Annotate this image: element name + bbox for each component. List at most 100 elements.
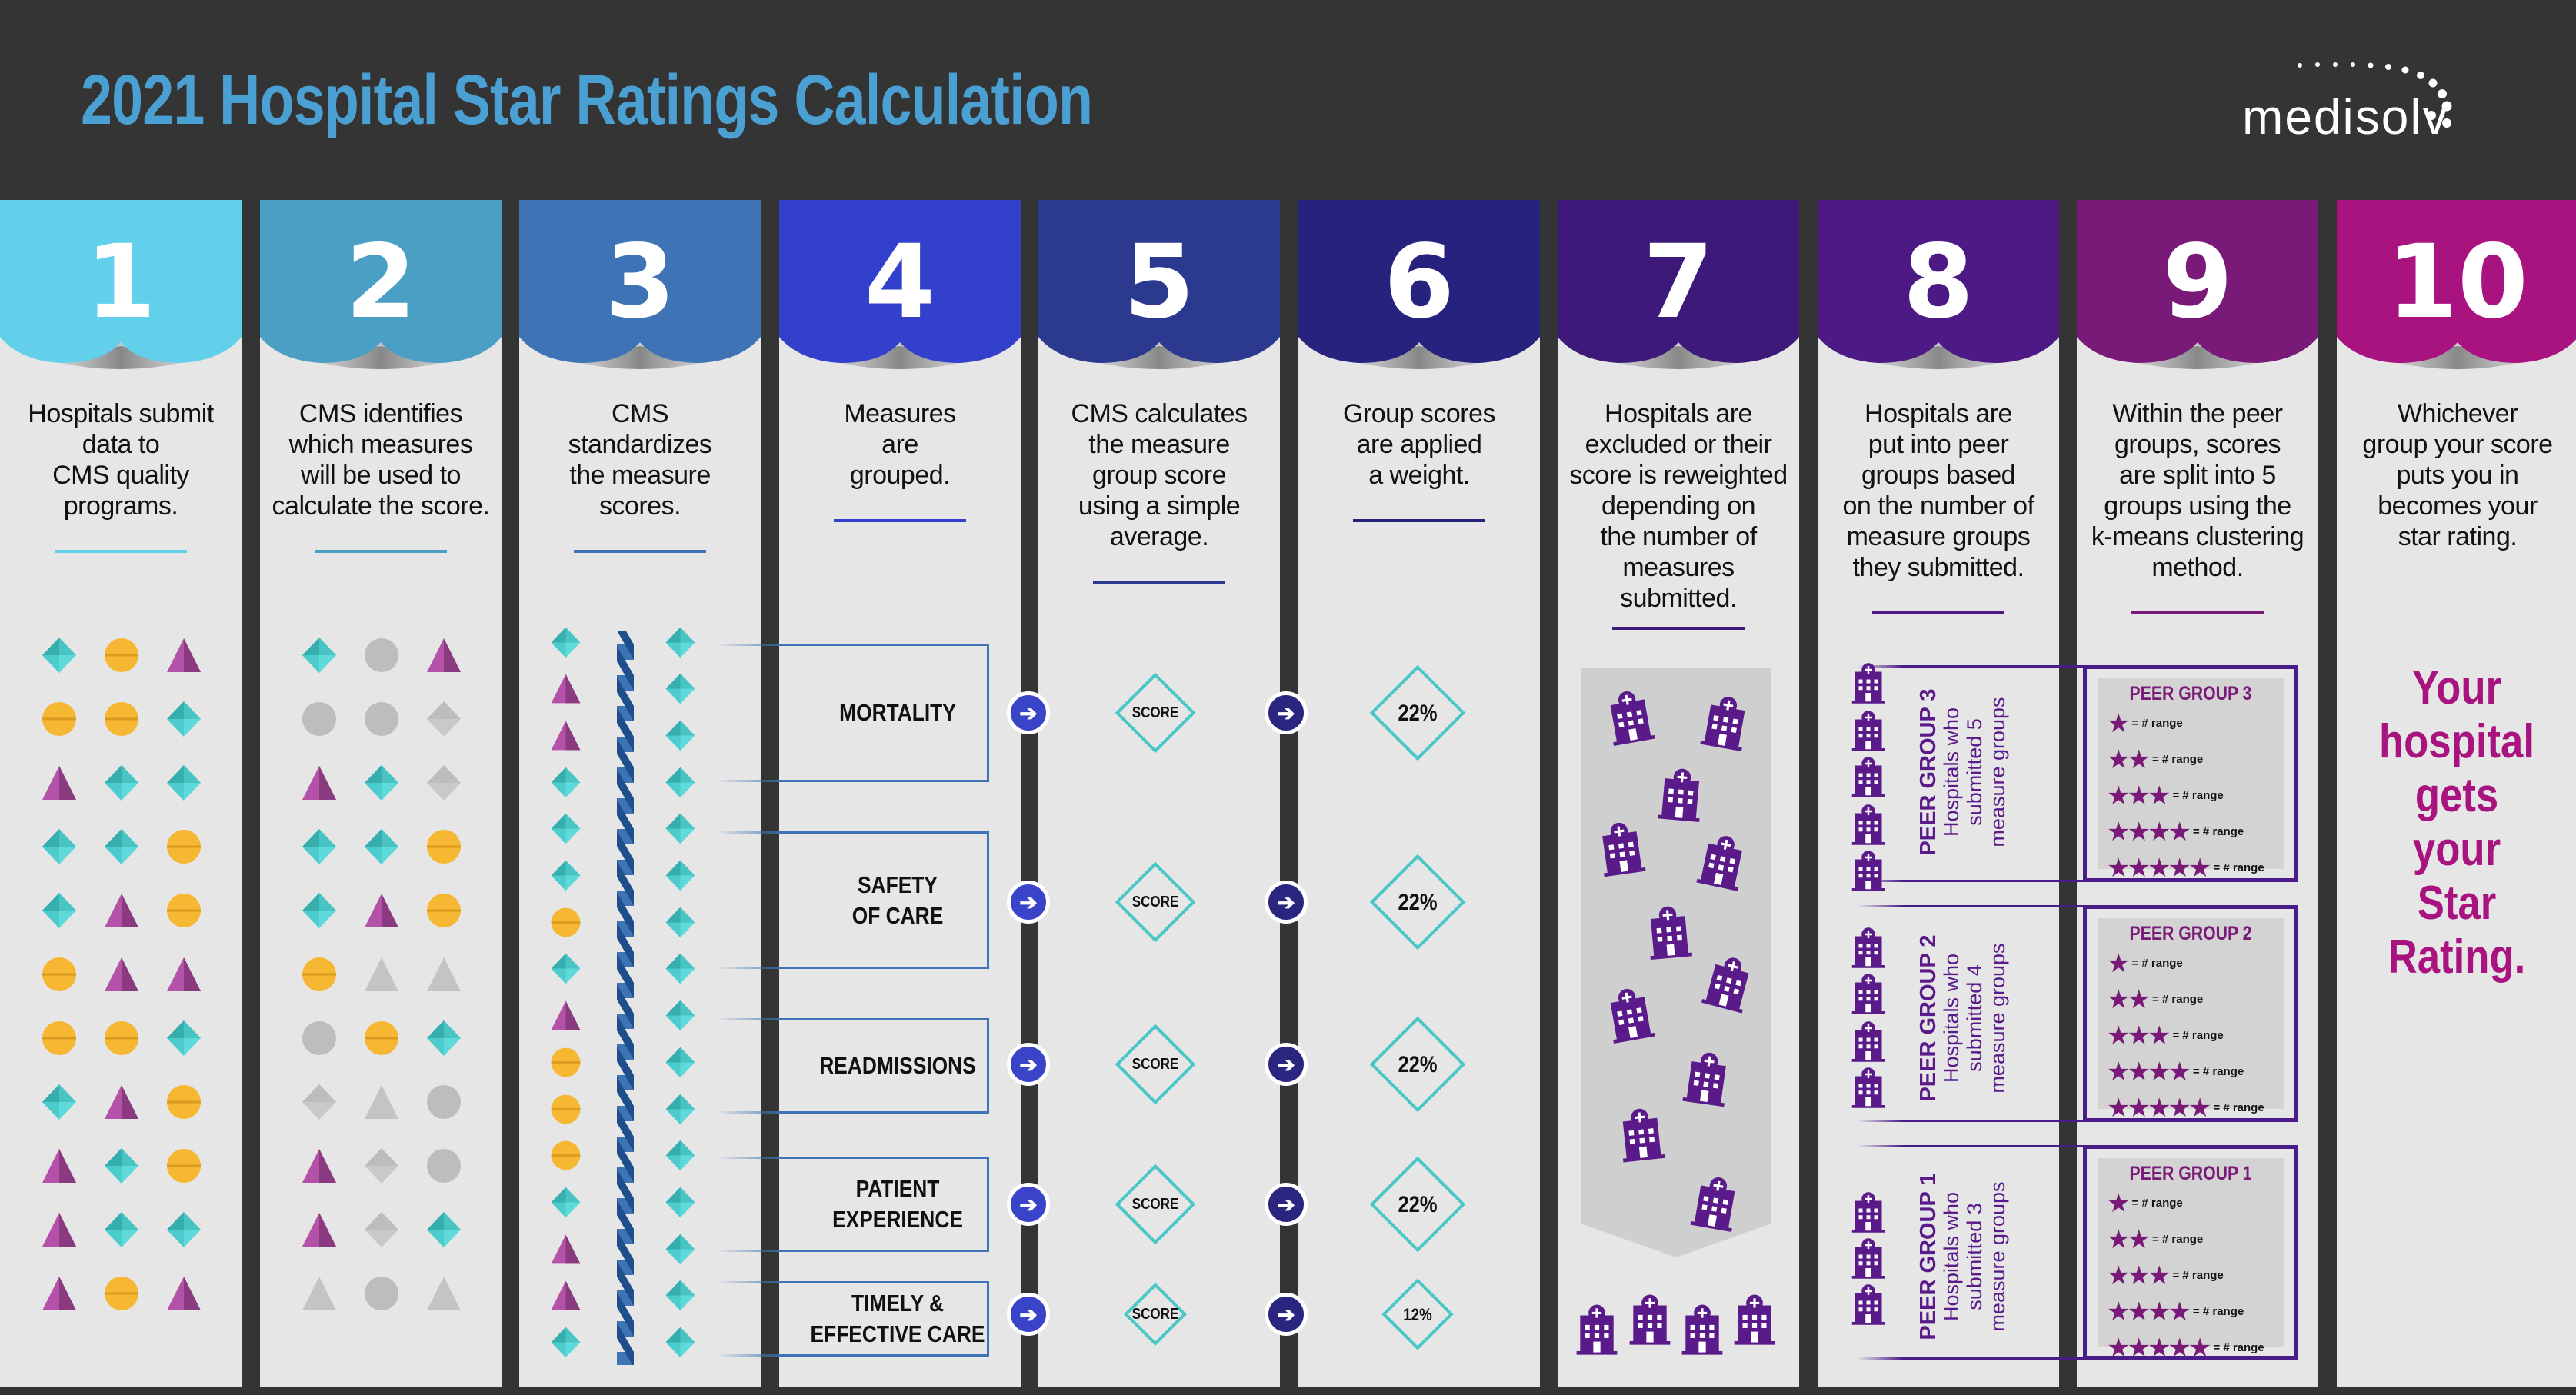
star-range-label: = # range	[2172, 1269, 2224, 1282]
star-range-label: = # range	[2151, 753, 2204, 766]
diamond-shape-icon	[665, 1047, 695, 1078]
step-banner	[0, 200, 242, 419]
arrow-right-icon: ➔	[1265, 1293, 1308, 1336]
diamond-shape-icon	[302, 829, 336, 864]
star-icons: ★★★★★	[2107, 1333, 2211, 1363]
arrow-right-icon: ➔	[1007, 1293, 1050, 1336]
diamond-shape-icon	[365, 1148, 398, 1184]
triangle-shape-icon	[42, 1149, 76, 1183]
step-underline	[1872, 611, 2004, 614]
diamond-shape-icon	[665, 1234, 695, 1264]
star-icons: ★★★	[2107, 1260, 2171, 1290]
hospital-icon	[1650, 906, 1693, 961]
triangle-shape-icon	[365, 957, 398, 991]
diamond-shape-icon	[665, 814, 695, 844]
diamond-shape-icon	[427, 701, 461, 737]
hospital-icon	[1851, 804, 1885, 845]
diamond-shape-icon	[665, 860, 695, 891]
star-rating-row: ★★ = # range	[2107, 741, 2284, 777]
star-range-label: = # range	[2192, 1305, 2244, 1318]
diamond-shape-icon	[665, 673, 695, 704]
step-description: Hospitals submit data to CMS quality pro…	[28, 399, 214, 521]
circle-shape-icon	[551, 1094, 580, 1124]
measure-group-label: SAFETY OF CARE	[851, 871, 944, 929]
step-banner	[1038, 200, 1280, 419]
step-column-4: 4 Measures are grouped.	[779, 200, 1021, 1387]
arrow-right-icon: ➔	[1007, 881, 1050, 924]
peer-group-caption-line: submitted 3	[1963, 1203, 1986, 1310]
star-rating-row: ★★★ = # range	[2107, 1017, 2284, 1054]
step-description: Whichever group your score puts you in b…	[2362, 399, 2553, 551]
diamond-shape-icon	[551, 767, 580, 797]
hospital-icon	[1851, 663, 1885, 704]
step-underline	[1093, 581, 1225, 584]
diamond-shape-icon	[105, 1148, 138, 1184]
measure-group-box	[778, 1157, 989, 1252]
score-label: SCORE	[1131, 1196, 1179, 1213]
diamond-shape-icon	[42, 893, 76, 928]
hospital-icon	[1629, 1294, 1670, 1345]
measure-group-label: TIMELY & EFFECTIVE CARE	[810, 1290, 985, 1347]
medisolv-logo: medisolv	[2242, 89, 2449, 145]
circle-shape-icon	[302, 957, 336, 991]
step-underline	[574, 550, 706, 553]
triangle-shape-icon	[302, 766, 336, 800]
arrow-right-icon: ➔	[1007, 691, 1050, 734]
step-underline	[2131, 611, 2264, 614]
diamond-shape-icon	[551, 954, 580, 984]
diamond-shape-icon	[42, 829, 76, 864]
circle-shape-icon	[427, 894, 461, 927]
hospital-icon	[1658, 768, 1700, 822]
peer-group-caption-line: submitted 5	[1963, 718, 1986, 826]
circle-shape-icon	[302, 1021, 336, 1055]
circle-shape-icon	[167, 830, 201, 864]
peer-group-caption-line: Hospitals who	[1940, 1191, 1963, 1322]
step-description: Group scores are applied a weight.	[1342, 399, 1496, 490]
star-icons: ★★★★	[2107, 1297, 2191, 1327]
peer-group-caption-line: Hospitals who	[1940, 953, 1963, 1084]
hospital-icon	[1602, 822, 1646, 877]
measure-group-label: PATIENT EXPERIENCE	[832, 1175, 963, 1233]
diamond-shape-icon	[105, 1212, 138, 1247]
arrow-right-icon: ➔	[1007, 1043, 1050, 1086]
weight-percent: 22%	[1398, 1192, 1438, 1217]
star-icons: ★	[2107, 1188, 2131, 1218]
diamond-shape-icon	[167, 1212, 201, 1247]
peer-group-connector-line	[1857, 1120, 2088, 1122]
triangle-shape-icon	[551, 1000, 580, 1030]
diamond-shape-icon	[105, 829, 138, 864]
star-rating-row: ★★★★ = # range	[2107, 814, 2284, 850]
weight-percent: 22%	[1398, 1052, 1438, 1077]
circle-shape-icon	[427, 1149, 461, 1183]
step-number: 2	[345, 223, 416, 341]
triangle-shape-icon	[42, 1277, 76, 1310]
star-icons: ★★	[2107, 984, 2151, 1014]
step-number: 4	[865, 223, 935, 341]
weight-percent: 22%	[1398, 701, 1438, 726]
hospital-icon	[1851, 927, 1885, 968]
hospital-icon	[1851, 1067, 1885, 1108]
step-column-10: 10 Whichever group your score puts you in…	[2337, 200, 2576, 1387]
diamond-shape-icon	[365, 829, 398, 864]
diamond-shape-icon	[665, 627, 695, 658]
star-icons: ★	[2107, 708, 2131, 738]
circle-shape-icon	[42, 957, 76, 991]
diamond-shape-icon	[665, 1140, 695, 1171]
circle-shape-icon	[551, 907, 580, 937]
step-description: Hospitals are put into peer groups based…	[1842, 399, 2034, 582]
star-range-label: = # range	[2131, 717, 2183, 730]
triangle-shape-icon	[302, 1213, 336, 1247]
star-icons: ★★★★	[2107, 817, 2191, 847]
hospital-icon	[1610, 988, 1655, 1044]
peer-group-caption-title: PEER GROUP 1	[1916, 1173, 1941, 1340]
hospital-icon	[1622, 1108, 1665, 1163]
weight-percent: 12%	[1403, 1305, 1432, 1324]
step-number: 6	[1384, 223, 1455, 341]
score-label: SCORE	[1131, 1056, 1179, 1073]
score-label: SCORE	[1131, 894, 1179, 911]
star-range-label: = # range	[2213, 861, 2264, 874]
diamond-shape-icon	[167, 1020, 201, 1056]
hospital-icon	[1701, 957, 1749, 1014]
step-number: 5	[1124, 223, 1195, 341]
step-underline	[315, 550, 447, 553]
